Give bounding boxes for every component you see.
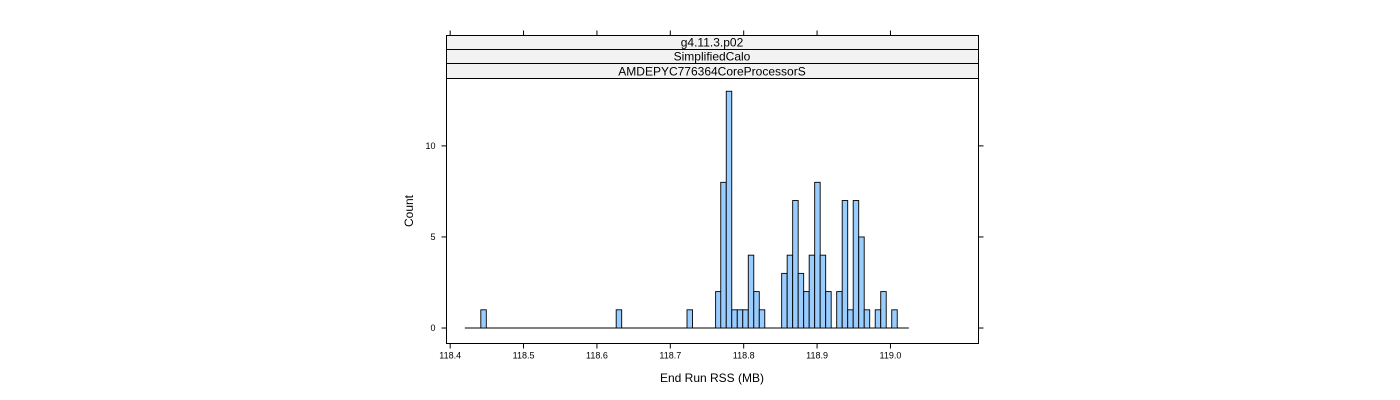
histogram-bar — [758, 309, 766, 329]
x-tick-label: 118.5 — [513, 351, 535, 361]
panel-strips: g4.11.3.p02 SimplifiedCalo AMDEPYC776364… — [446, 35, 979, 79]
y-axis-left: 0 5 10 — [425, 141, 447, 333]
strip-1-label: g4.11.3.p02 — [681, 36, 744, 50]
histogram-bar — [686, 309, 693, 329]
histogram-bar — [742, 309, 749, 329]
y-axis-title: Count — [402, 194, 416, 227]
histogram-bar — [814, 181, 821, 329]
histogram-bar — [615, 309, 623, 329]
y-axis-right-ticks — [978, 145, 984, 329]
x-tick-label: 118.4 — [439, 351, 461, 361]
x-tick-label: 118.9 — [806, 351, 828, 361]
histogram-bar — [841, 200, 849, 329]
histogram-bar — [731, 309, 738, 329]
histogram-bar — [847, 309, 854, 329]
x-tick-label: 119.0 — [880, 351, 902, 361]
histogram-bar — [715, 291, 722, 329]
histogram-bar — [825, 291, 832, 329]
histogram-bar — [725, 90, 733, 329]
x-tick-label: 118.8 — [733, 351, 755, 361]
histogram-bars — [480, 90, 898, 329]
histogram-bar — [781, 272, 788, 329]
histogram-bar — [891, 309, 898, 329]
plot-frame — [446, 78, 979, 344]
histogram-bar — [747, 254, 755, 329]
top-axis-ticks — [449, 30, 891, 36]
x-tick-label: 118.6 — [586, 351, 608, 361]
histogram-bar — [880, 291, 887, 329]
strip-2-label: SimplifiedCalo — [674, 50, 751, 64]
histogram-bar — [874, 309, 882, 329]
y-tick-label: 5 — [430, 232, 435, 242]
histogram-bar — [858, 236, 865, 329]
y-tick-label: 10 — [425, 141, 435, 151]
histogram-bar — [753, 291, 760, 329]
histogram-bar — [480, 309, 487, 329]
x-axis-title: End Run RSS (MB) — [660, 371, 764, 385]
histogram-bar — [803, 291, 810, 329]
y-tick-label: 0 — [430, 323, 435, 333]
histogram-bar — [797, 272, 805, 329]
histogram-bar — [863, 309, 871, 329]
histogram-bar — [792, 200, 799, 329]
strip-3-label: AMDEPYC776364CoreProcessorS — [618, 65, 805, 79]
histogram-bar — [836, 291, 843, 329]
histogram-bar — [786, 254, 794, 329]
histogram-bar — [720, 181, 727, 329]
histogram-bar — [808, 254, 816, 329]
histogram-bar — [736, 309, 744, 329]
histogram-bar — [819, 254, 827, 329]
histogram-bar — [852, 200, 860, 329]
x-tick-label: 118.7 — [659, 351, 681, 361]
x-axis: 118.4 118.5 118.6 118.7 118.8 118.9 119.0 — [439, 343, 902, 361]
